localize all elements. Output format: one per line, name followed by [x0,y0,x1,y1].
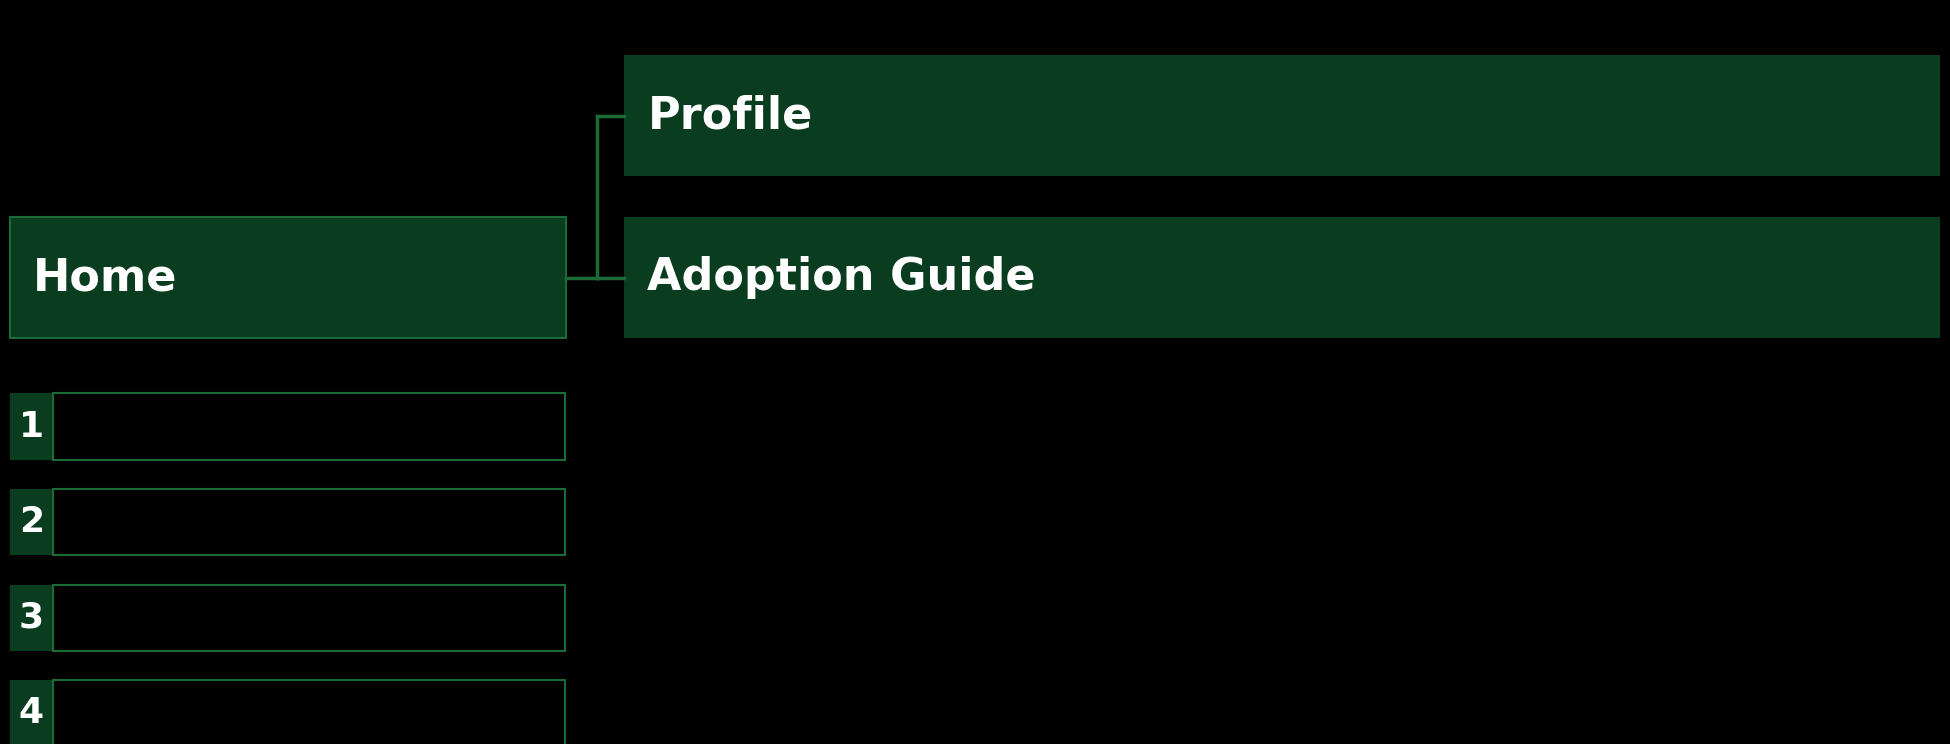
Bar [10,489,53,555]
Bar [53,585,565,651]
Text: Adoption Guide: Adoption Guide [647,256,1035,299]
Text: 2: 2 [20,505,43,539]
Text: 1: 1 [20,409,43,443]
Bar [10,585,53,651]
Bar [53,680,565,744]
Bar [53,394,565,460]
Text: Profile: Profile [647,94,813,138]
Bar [10,394,53,460]
Bar [10,680,53,744]
Bar [10,217,566,339]
Bar [624,217,1940,339]
Bar [53,489,565,555]
Bar [624,55,1940,176]
Text: 4: 4 [20,696,43,731]
Text: Home: Home [33,256,177,299]
Text: 3: 3 [20,600,43,635]
